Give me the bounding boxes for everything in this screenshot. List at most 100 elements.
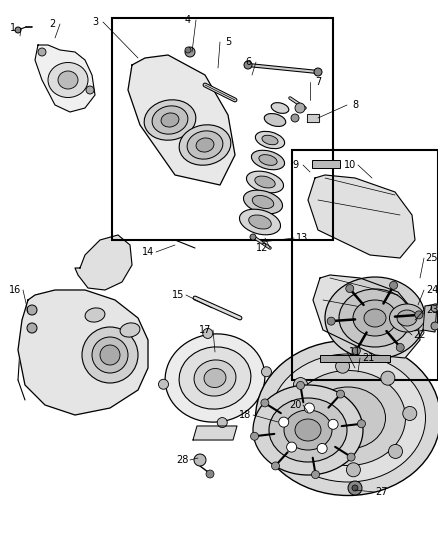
Ellipse shape xyxy=(269,398,347,462)
Circle shape xyxy=(185,47,195,57)
Circle shape xyxy=(272,462,279,470)
Ellipse shape xyxy=(247,171,283,193)
Text: 24: 24 xyxy=(426,285,438,295)
Circle shape xyxy=(347,453,355,461)
Text: 14: 14 xyxy=(142,247,154,257)
Circle shape xyxy=(396,343,404,351)
Circle shape xyxy=(415,311,423,319)
Ellipse shape xyxy=(284,410,332,450)
Text: 18: 18 xyxy=(239,410,251,420)
Ellipse shape xyxy=(144,100,196,140)
Circle shape xyxy=(15,27,21,33)
Text: 7: 7 xyxy=(315,77,321,87)
Ellipse shape xyxy=(187,131,223,159)
Ellipse shape xyxy=(58,71,78,89)
Circle shape xyxy=(348,481,362,495)
Text: 28: 28 xyxy=(176,455,188,465)
Ellipse shape xyxy=(152,106,188,134)
Ellipse shape xyxy=(255,341,438,496)
Circle shape xyxy=(336,359,350,373)
Polygon shape xyxy=(18,290,148,415)
Text: 21: 21 xyxy=(362,353,374,363)
Ellipse shape xyxy=(161,113,179,127)
Bar xyxy=(320,355,390,362)
Ellipse shape xyxy=(295,419,321,441)
Circle shape xyxy=(194,454,206,466)
Ellipse shape xyxy=(252,196,274,208)
Polygon shape xyxy=(75,235,132,290)
Ellipse shape xyxy=(251,150,285,169)
Circle shape xyxy=(336,390,345,398)
Ellipse shape xyxy=(259,155,277,165)
Circle shape xyxy=(261,399,269,407)
Circle shape xyxy=(159,379,169,389)
Circle shape xyxy=(251,432,258,440)
Text: 1: 1 xyxy=(10,23,16,33)
Text: 17: 17 xyxy=(199,325,211,335)
Ellipse shape xyxy=(255,176,275,188)
Ellipse shape xyxy=(255,131,285,149)
Circle shape xyxy=(314,68,322,76)
Polygon shape xyxy=(35,45,95,112)
Circle shape xyxy=(27,305,37,315)
Ellipse shape xyxy=(253,385,363,475)
Circle shape xyxy=(301,451,315,465)
Ellipse shape xyxy=(240,209,280,235)
Circle shape xyxy=(100,345,120,365)
Circle shape xyxy=(295,103,305,113)
Polygon shape xyxy=(423,304,437,332)
Text: 22: 22 xyxy=(414,330,426,340)
Ellipse shape xyxy=(325,277,425,359)
Ellipse shape xyxy=(204,368,226,387)
Circle shape xyxy=(327,317,335,325)
Circle shape xyxy=(311,471,319,479)
Circle shape xyxy=(389,281,398,289)
Ellipse shape xyxy=(311,387,385,449)
Circle shape xyxy=(381,371,395,385)
Circle shape xyxy=(431,322,438,330)
Text: 9: 9 xyxy=(292,160,298,170)
Bar xyxy=(292,150,438,380)
Circle shape xyxy=(317,443,327,454)
Circle shape xyxy=(346,285,354,293)
Ellipse shape xyxy=(165,334,265,422)
Circle shape xyxy=(92,337,128,373)
Circle shape xyxy=(389,445,403,458)
Bar xyxy=(312,160,340,168)
Text: 20: 20 xyxy=(289,400,301,410)
Ellipse shape xyxy=(194,360,236,396)
Ellipse shape xyxy=(262,135,278,145)
Text: 27: 27 xyxy=(376,487,388,497)
Circle shape xyxy=(352,485,358,491)
Circle shape xyxy=(27,323,37,333)
Ellipse shape xyxy=(85,308,105,322)
Ellipse shape xyxy=(290,370,406,465)
Circle shape xyxy=(304,403,314,413)
Circle shape xyxy=(217,417,227,427)
Ellipse shape xyxy=(179,125,231,165)
Circle shape xyxy=(328,419,338,429)
Ellipse shape xyxy=(48,62,88,98)
Circle shape xyxy=(185,47,191,53)
Circle shape xyxy=(250,234,256,240)
Text: 13: 13 xyxy=(296,233,308,243)
Ellipse shape xyxy=(353,300,397,336)
Text: 23: 23 xyxy=(426,305,438,315)
Polygon shape xyxy=(308,175,415,258)
Circle shape xyxy=(431,304,438,312)
Text: 25: 25 xyxy=(426,253,438,263)
Ellipse shape xyxy=(271,103,289,114)
Ellipse shape xyxy=(271,354,425,482)
Circle shape xyxy=(286,442,297,452)
Bar xyxy=(112,18,333,240)
Text: 6: 6 xyxy=(245,57,251,67)
Circle shape xyxy=(279,417,289,427)
Text: 2: 2 xyxy=(49,19,55,29)
Ellipse shape xyxy=(179,347,251,409)
Ellipse shape xyxy=(339,289,411,347)
Circle shape xyxy=(38,48,46,56)
Text: 16: 16 xyxy=(9,285,21,295)
Circle shape xyxy=(403,407,417,421)
Circle shape xyxy=(297,382,304,390)
Circle shape xyxy=(244,61,252,69)
